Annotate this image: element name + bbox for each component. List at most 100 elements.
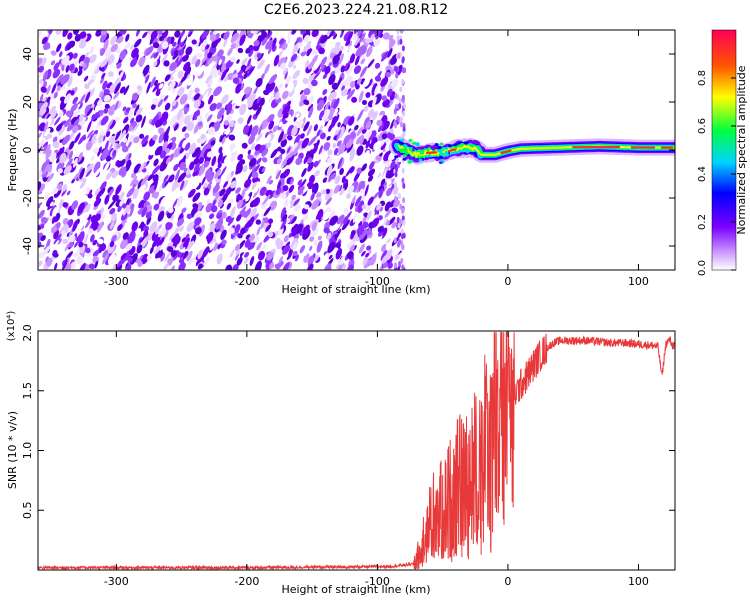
- noise-speckle: [335, 263, 340, 269]
- noise-speckle: [280, 133, 288, 141]
- noise-speckle: [309, 245, 313, 252]
- noise-speckle: [193, 99, 201, 109]
- noise-speckle: [207, 126, 216, 136]
- noise-speckle: [333, 47, 340, 56]
- noise-speckle: [169, 174, 175, 181]
- noise-speckle: [97, 238, 104, 245]
- noise-speckle: [359, 137, 364, 145]
- noise-speckle: [120, 212, 128, 221]
- noise-speckle: [328, 73, 336, 86]
- noise-speckle: [333, 33, 338, 40]
- noise-speckle: [52, 187, 59, 194]
- noise-speckle: [94, 260, 99, 269]
- noise-speckle: [93, 129, 99, 136]
- noise-speckle: [401, 167, 405, 174]
- noise-speckle: [388, 216, 396, 226]
- noise-speckle: [193, 109, 201, 120]
- noise-speckle: [293, 145, 299, 156]
- noise-speckle: [177, 251, 182, 258]
- noise-speckle: [361, 163, 368, 172]
- noise-speckle: [42, 245, 51, 256]
- noise-speckle: [127, 256, 133, 263]
- noise-speckle: [244, 218, 253, 229]
- noise-speckle: [398, 97, 402, 104]
- noise-speckle: [276, 158, 282, 165]
- noise-speckle: [72, 152, 79, 158]
- noise-speckle: [271, 37, 277, 50]
- noise-speckle: [292, 242, 298, 251]
- noise-speckle: [217, 107, 225, 119]
- noise-speckle: [373, 37, 381, 47]
- noise-speckle: [220, 203, 224, 209]
- noise-speckle: [350, 80, 356, 88]
- noise-speckle: [70, 103, 78, 112]
- noise-speckle: [69, 40, 76, 48]
- noise-speckle: [321, 108, 331, 121]
- noise-speckle: [163, 129, 169, 141]
- noise-speckle: [141, 115, 146, 128]
- noise-speckle: [172, 198, 179, 208]
- noise-speckle: [261, 37, 268, 46]
- noise-speckle: [167, 80, 176, 91]
- noise-speckle: [176, 56, 184, 68]
- noise-speckle: [268, 120, 275, 130]
- noise-speckle: [179, 252, 184, 259]
- noise-speckle: [39, 107, 47, 116]
- noise-speckle: [87, 193, 93, 199]
- noise-speckle: [254, 30, 260, 35]
- noise-speckle: [53, 240, 59, 249]
- noise-speckle: [260, 201, 268, 209]
- noise-speckle: [61, 188, 67, 197]
- noise-speckle: [108, 135, 115, 144]
- noise-speckle: [282, 185, 289, 192]
- noise-speckle: [235, 248, 241, 256]
- noise-speckle: [384, 71, 391, 78]
- x-tick-label: 0: [504, 275, 511, 288]
- noise-speckle: [313, 124, 319, 132]
- snr-panel: -300 -200 -100 0 100 0.5 1.0 1.5 2.0 Height of …: [6, 311, 676, 596]
- noise-speckle: [380, 76, 389, 87]
- noise-speckle: [302, 214, 309, 221]
- noise-speckle: [265, 134, 272, 143]
- noise-speckle: [88, 263, 96, 270]
- noise-speckle: [191, 179, 200, 190]
- noise-speckle: [42, 70, 49, 82]
- noise-speckle: [204, 47, 209, 58]
- noise-speckle: [130, 44, 135, 50]
- noise-speckle: [99, 243, 107, 252]
- noise-speckle: [104, 194, 110, 205]
- noise-speckle: [138, 56, 146, 67]
- noise-speckle: [351, 230, 356, 236]
- noise-speckle: [173, 147, 182, 158]
- noise-speckle: [158, 30, 162, 35]
- noise-speckle: [290, 53, 298, 62]
- noise-speckle: [378, 215, 383, 221]
- noise-speckle: [38, 200, 46, 211]
- noise-speckle: [397, 52, 401, 59]
- noise-speckle: [183, 66, 192, 79]
- noise-speckle: [310, 192, 315, 201]
- noise-speckle: [326, 30, 333, 36]
- noise-speckle: [293, 142, 298, 149]
- snr-y-multiplier: (x10⁴): [6, 311, 17, 342]
- noise-speckle: [300, 179, 307, 188]
- noise-speckle: [211, 39, 218, 49]
- noise-speckle: [236, 163, 243, 174]
- noise-speckle: [299, 44, 305, 54]
- noise-speckle: [139, 254, 144, 261]
- noise-speckle: [171, 88, 176, 94]
- noise-speckle: [323, 227, 330, 234]
- noise-speckle: [289, 177, 295, 185]
- noise-speckle: [297, 186, 305, 196]
- noise-speckle: [113, 91, 120, 100]
- noise-speckle: [194, 41, 200, 48]
- noise-speckle: [286, 75, 292, 85]
- noise-speckle: [321, 64, 327, 73]
- noise-speckle: [355, 84, 360, 90]
- noise-speckle: [329, 215, 339, 226]
- noise-speckle: [38, 225, 42, 231]
- noise-speckle: [281, 43, 288, 51]
- noise-speckle: [110, 35, 118, 45]
- noise-speckle: [368, 72, 375, 80]
- noise-speckle: [229, 56, 236, 63]
